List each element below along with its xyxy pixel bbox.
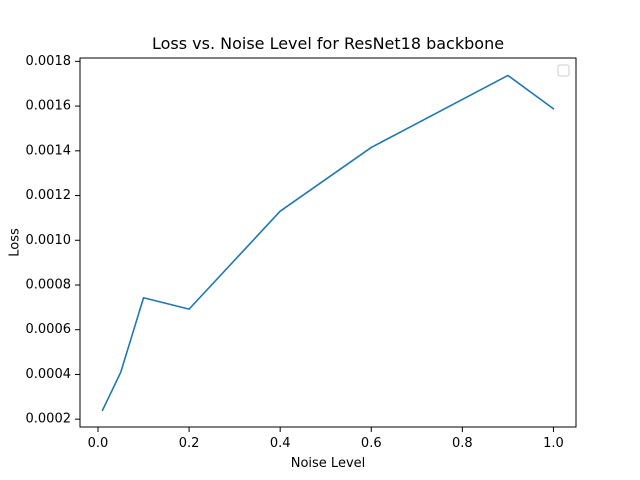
series-layer bbox=[101, 74, 555, 412]
x-tick-label: 0.0 bbox=[88, 436, 109, 451]
y-tick-label: 0.0002 bbox=[26, 412, 72, 427]
x-tick-label: 0.2 bbox=[179, 436, 200, 451]
legend-box bbox=[557, 64, 570, 77]
y-axis-label: Loss bbox=[8, 228, 23, 257]
y-tick-label: 0.0006 bbox=[26, 322, 72, 337]
x-tick-label: 0.8 bbox=[452, 436, 473, 451]
y-tick-label: 0.0012 bbox=[26, 188, 72, 203]
y-tick-label: 0.0004 bbox=[26, 367, 72, 382]
axes-frame bbox=[79, 57, 577, 428]
x-tick-label: 0.4 bbox=[270, 436, 291, 451]
series-line-0 bbox=[101, 74, 555, 412]
y-axis-ticks: 0.0002 0.0004 0.0006 0.0008 0.0010 0.0012 0.00… bbox=[26, 54, 80, 427]
x-axis-ticks: 0.0 0.2 0.4 0.6 0.8 1.0 bbox=[88, 427, 564, 451]
x-tick-label: 0.6 bbox=[361, 436, 382, 451]
y-tick-label: 0.0010 bbox=[26, 233, 72, 248]
y-tick-label: 0.0008 bbox=[26, 277, 72, 292]
y-tick-label: 0.0018 bbox=[26, 54, 72, 69]
chart-title: Loss vs. Noise Level for ResNet18 backbo… bbox=[152, 34, 504, 53]
legend bbox=[557, 64, 570, 77]
y-tick-label: 0.0014 bbox=[26, 143, 72, 158]
x-axis-label: Noise Level bbox=[291, 456, 366, 471]
x-tick-label: 1.0 bbox=[543, 436, 564, 451]
y-tick-label: 0.0016 bbox=[26, 99, 72, 114]
